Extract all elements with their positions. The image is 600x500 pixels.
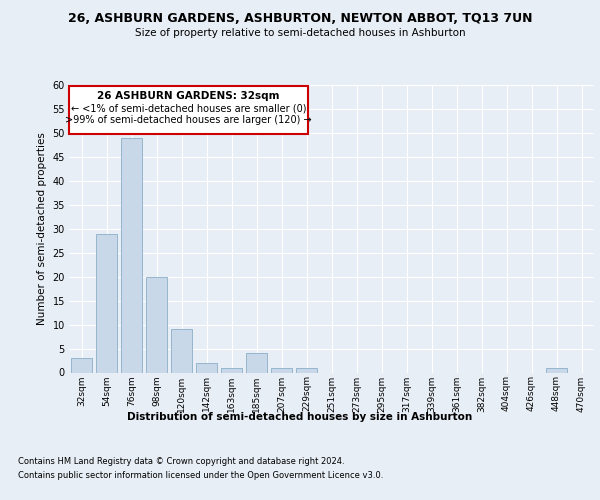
Bar <box>71 358 92 372</box>
Text: Size of property relative to semi-detached houses in Ashburton: Size of property relative to semi-detach… <box>134 28 466 38</box>
Bar <box>296 368 317 372</box>
Bar <box>546 368 567 372</box>
Text: >99% of semi-detached houses are larger (120) →: >99% of semi-detached houses are larger … <box>65 115 312 125</box>
Text: Contains public sector information licensed under the Open Government Licence v3: Contains public sector information licen… <box>18 471 383 480</box>
Bar <box>146 276 167 372</box>
Text: 26 ASHBURN GARDENS: 32sqm: 26 ASHBURN GARDENS: 32sqm <box>97 92 280 102</box>
Text: Distribution of semi-detached houses by size in Ashburton: Distribution of semi-detached houses by … <box>127 412 473 422</box>
Text: 26, ASHBURN GARDENS, ASHBURTON, NEWTON ABBOT, TQ13 7UN: 26, ASHBURN GARDENS, ASHBURTON, NEWTON A… <box>68 12 532 26</box>
Bar <box>121 138 142 372</box>
Bar <box>96 234 117 372</box>
FancyBboxPatch shape <box>69 86 308 134</box>
Bar <box>221 368 242 372</box>
Text: ← <1% of semi-detached houses are smaller (0): ← <1% of semi-detached houses are smalle… <box>71 104 306 114</box>
Y-axis label: Number of semi-detached properties: Number of semi-detached properties <box>37 132 47 325</box>
Bar <box>246 354 267 372</box>
Text: Contains HM Land Registry data © Crown copyright and database right 2024.: Contains HM Land Registry data © Crown c… <box>18 457 344 466</box>
Bar <box>196 363 217 372</box>
Bar <box>271 368 292 372</box>
Bar <box>171 330 192 372</box>
